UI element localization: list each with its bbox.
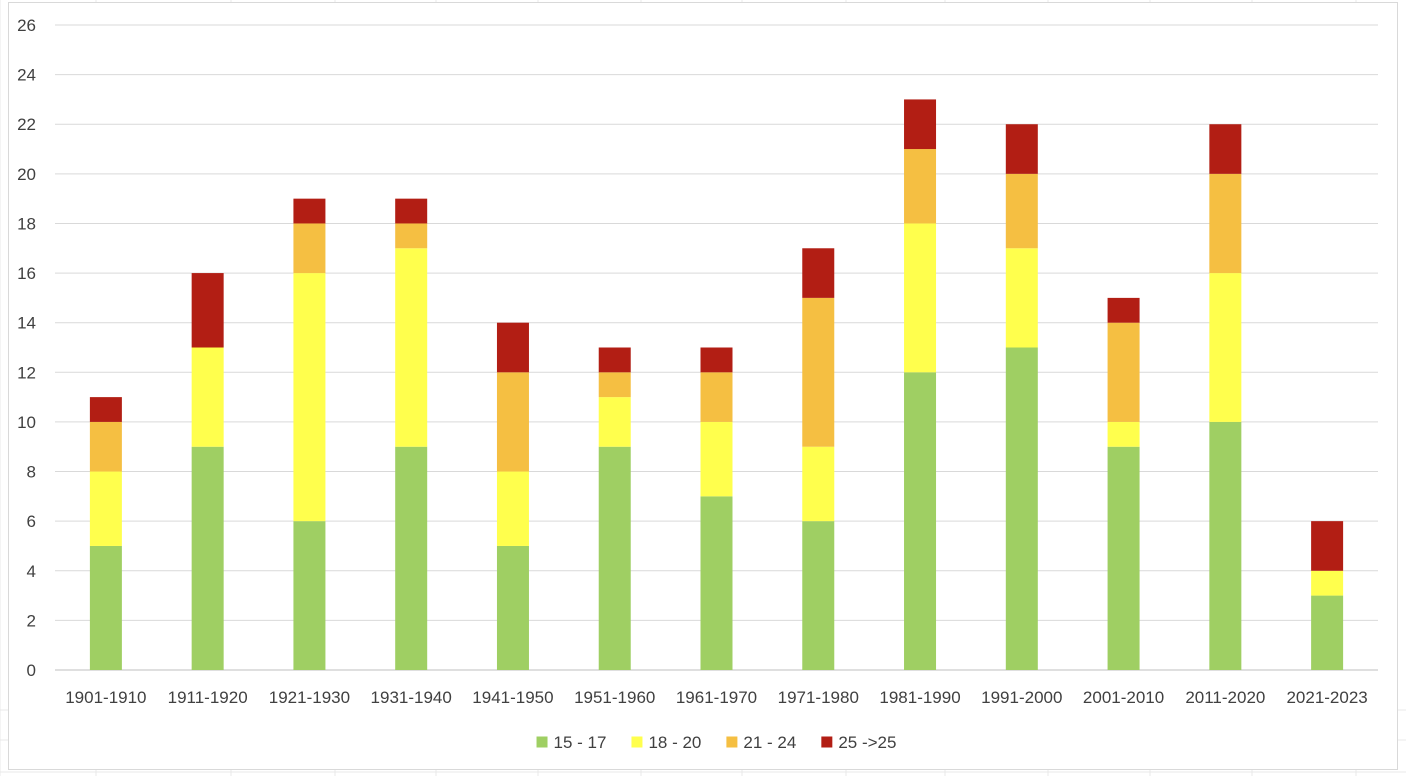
y-tick-label: 20	[17, 165, 36, 184]
bar-segment[interactable]	[191, 347, 224, 447]
x-tick-label: 2011-2020	[1185, 688, 1265, 707]
bar-segment[interactable]	[904, 99, 937, 150]
bar-segment[interactable]	[395, 198, 428, 224]
bar-segment[interactable]	[395, 223, 428, 249]
legend-label: 25 ->25	[838, 733, 896, 752]
bar-segment[interactable]	[191, 446, 224, 670]
legend-swatch	[536, 736, 548, 748]
bar-segment[interactable]	[191, 273, 224, 348]
bar-segment[interactable]	[1005, 173, 1038, 249]
bar-segment[interactable]	[293, 521, 326, 670]
bar-segment[interactable]	[496, 322, 529, 373]
y-tick-label: 12	[17, 363, 36, 382]
legend-swatch	[726, 736, 738, 748]
bar-segment[interactable]	[802, 521, 835, 670]
x-tick-label: 1931-1940	[371, 688, 452, 707]
x-tick-label: 1981-1990	[879, 688, 960, 707]
x-tick-label: 1961-1970	[676, 688, 757, 707]
bar-segment[interactable]	[89, 421, 122, 472]
bar-segment[interactable]	[1209, 124, 1242, 174]
x-tick-label: 1941-1950	[472, 688, 553, 707]
x-tick-label: 1971-1980	[778, 688, 859, 707]
bar-segment[interactable]	[598, 347, 631, 373]
x-tick-label: 2021-2023	[1286, 688, 1367, 707]
y-tick-label: 16	[17, 264, 36, 283]
bar-segment[interactable]	[1311, 521, 1344, 571]
bar-segment[interactable]	[904, 149, 937, 224]
bar-segment[interactable]	[293, 223, 326, 274]
bar-segment[interactable]	[1005, 124, 1038, 174]
bar-segment[interactable]	[293, 198, 326, 224]
bar-segment[interactable]	[1209, 421, 1242, 670]
bar-segment[interactable]	[700, 372, 733, 422]
bar-segment[interactable]	[700, 421, 733, 497]
legend-label: 15 - 17	[554, 733, 607, 752]
bar-segment[interactable]	[1311, 570, 1344, 596]
bar-segment[interactable]	[1107, 322, 1140, 422]
bar-segment[interactable]	[904, 372, 937, 670]
bar-segment[interactable]	[1209, 273, 1242, 422]
bar-segment[interactable]	[802, 446, 835, 522]
y-tick-label: 0	[27, 661, 36, 680]
y-tick-label: 24	[17, 66, 36, 85]
legend-swatch	[821, 736, 833, 748]
bar-segment[interactable]	[89, 545, 122, 670]
bar-segment[interactable]	[1107, 421, 1140, 447]
bar-segment[interactable]	[496, 471, 529, 546]
bar-segment[interactable]	[496, 372, 529, 472]
bar-segment[interactable]	[1107, 446, 1140, 670]
x-tick-label: 1921-1930	[269, 688, 350, 707]
bar-segment[interactable]	[395, 446, 428, 670]
x-tick-label: 1951-1960	[574, 688, 655, 707]
bar-segment[interactable]	[598, 397, 631, 447]
y-tick-label: 2	[27, 611, 36, 630]
bar-segment[interactable]	[802, 297, 835, 447]
legend-label: 21 - 24	[743, 733, 796, 752]
y-tick-label: 18	[17, 214, 36, 233]
bar-segment[interactable]	[89, 397, 122, 422]
y-tick-label: 4	[27, 562, 36, 581]
x-tick-label: 1911-1920	[168, 688, 248, 707]
bar-segment[interactable]	[1209, 173, 1242, 274]
bar-segment[interactable]	[700, 496, 733, 670]
x-tick-label: 1901-1910	[65, 688, 146, 707]
bar-segment[interactable]	[1311, 595, 1344, 670]
y-tick-label: 6	[27, 512, 36, 531]
bar-segment[interactable]	[496, 545, 529, 670]
bar-segment[interactable]	[1005, 347, 1038, 671]
bar-segment[interactable]	[1005, 248, 1038, 348]
y-tick-label: 10	[17, 413, 36, 432]
bar-segment[interactable]	[598, 372, 631, 398]
x-tick-label: 1991-2000	[981, 688, 1062, 707]
bar-segment[interactable]	[293, 273, 326, 522]
bar-segment[interactable]	[598, 446, 631, 670]
legend-swatch	[631, 736, 643, 748]
bar-segment[interactable]	[802, 248, 835, 298]
y-tick-label: 8	[27, 463, 36, 482]
bar-segment[interactable]	[700, 347, 733, 373]
x-tick-label: 2001-2010	[1083, 688, 1164, 707]
bar-segment[interactable]	[395, 248, 428, 447]
legend-label: 18 - 20	[648, 733, 701, 752]
bar-segment[interactable]	[1107, 297, 1140, 323]
bar-segment[interactable]	[904, 223, 937, 373]
bar-segment[interactable]	[89, 471, 122, 546]
y-tick-label: 26	[17, 16, 36, 35]
y-tick-label: 14	[17, 314, 36, 333]
y-tick-label: 22	[17, 115, 36, 134]
